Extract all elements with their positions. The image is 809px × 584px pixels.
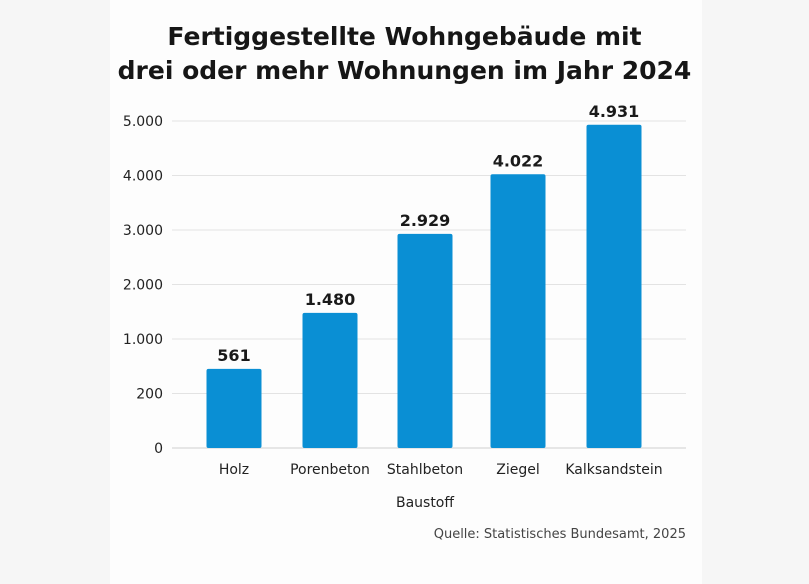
y-tick-label: 5.000 (123, 114, 163, 130)
bar-kalksandstein (586, 124, 642, 448)
x-tick-label: Porenbeton (290, 462, 370, 478)
bar-ziegel (490, 174, 546, 448)
chart-title-line-1: Fertiggestellte Wohngebäude mit (167, 22, 642, 51)
data-label: 1.480 (305, 290, 356, 309)
x-tick-label: Stahlbeton (387, 462, 463, 478)
data-label: 4.022 (493, 151, 544, 170)
y-tick-label: 4.000 (123, 169, 163, 185)
bar-stahlbeton (397, 233, 453, 448)
data-label: 4.931 (589, 102, 640, 121)
x-tick-label: Holz (219, 462, 249, 478)
y-tick-label: 1.000 (123, 332, 163, 348)
source-note: Quelle: Statistisches Bundesamt, 2025 (433, 527, 686, 542)
y-tick-label: 0 (154, 441, 163, 457)
y-tick-label: 3.000 (123, 223, 163, 239)
x-tick-label: Ziegel (496, 462, 539, 478)
bar-porenbeton (302, 312, 358, 448)
y-tick-label: 200 (136, 387, 163, 403)
bar-holz (206, 368, 262, 448)
data-label: 561 (217, 346, 250, 365)
y-tick-label: 2.000 (123, 278, 163, 294)
data-label: 2.929 (400, 211, 451, 230)
chart-title: Fertiggestellte Wohngebäude mit drei ode… (0, 20, 809, 88)
x-axis-label: Baustoff (396, 495, 454, 511)
chart-title-line-2: drei oder mehr Wohnungen im Jahr 2024 (117, 56, 692, 85)
x-tick-label: Kalksandstein (565, 462, 662, 478)
